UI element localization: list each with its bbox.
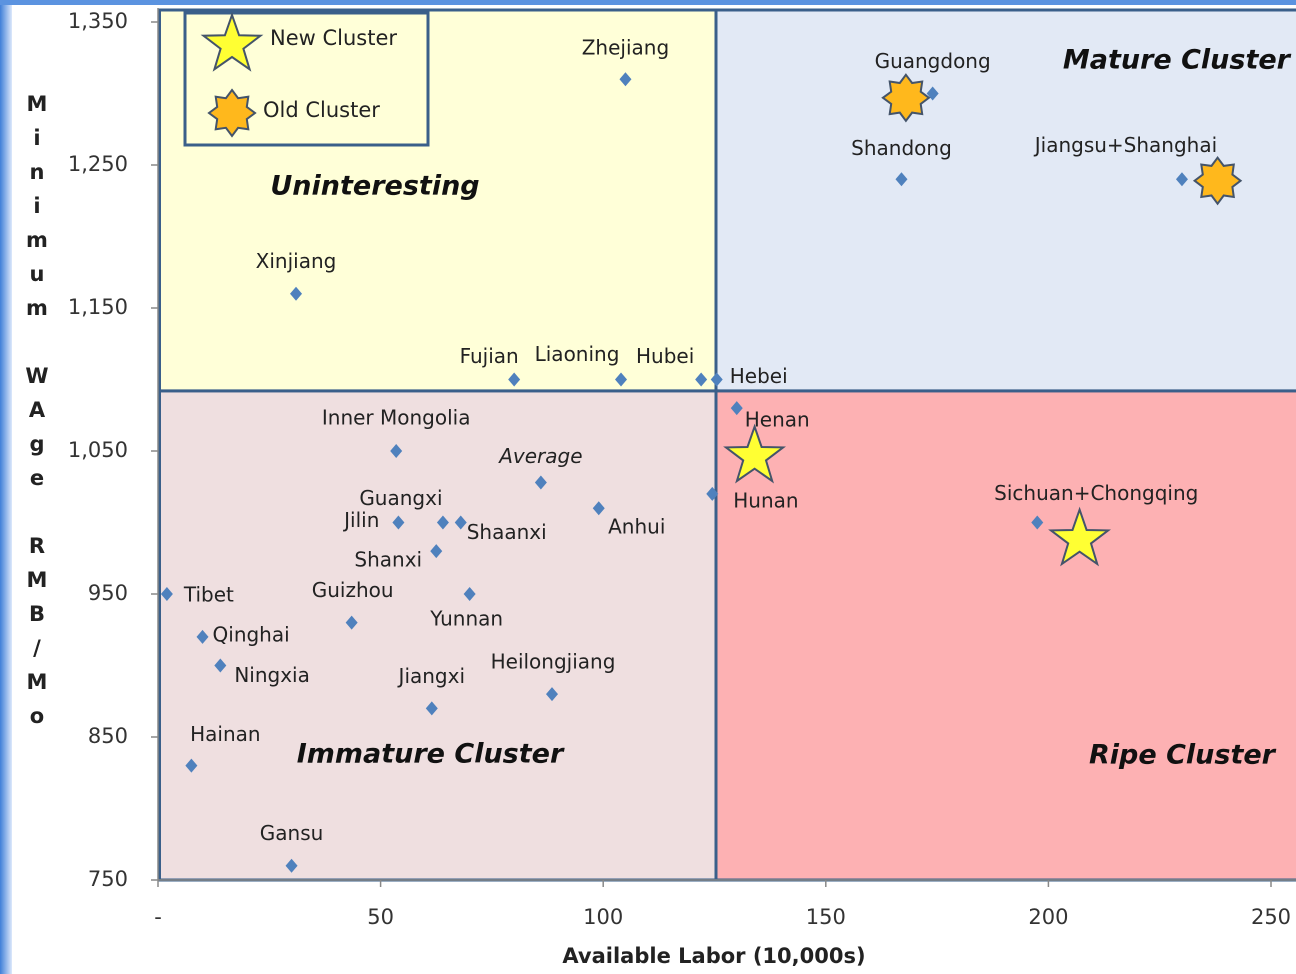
point [619,72,632,87]
point-label: Guangxi [359,486,442,510]
point [285,858,298,873]
legend-marker [200,11,264,72]
point [926,86,939,101]
quadrant-label: Immature Cluster [297,739,565,770]
point [730,401,743,416]
point-label: Inner Mongolia [322,406,471,430]
point-label: Jilin [342,508,379,532]
y-tick-label: 1,050 [68,438,128,462]
point-label: Average [497,444,582,468]
point [345,615,358,630]
point [185,758,198,773]
point [430,544,443,559]
point-label: Hainan [190,722,260,746]
y-tick-label: 1,350 [68,9,128,33]
legend-label: New Cluster [270,26,397,50]
point-label: Jiangxi [397,664,465,688]
point-label: Guizhou [312,578,394,602]
quadrant-label: Ripe Cluster [1089,740,1277,771]
point [425,701,438,716]
point [436,515,449,530]
point-label: Hubei [636,344,694,368]
point-label: Shaanxi [467,520,547,544]
point-label: Shanxi [354,548,422,572]
point [454,515,467,530]
cluster-marker [1192,156,1243,206]
point [214,658,227,673]
quadrant-label: Mature Cluster [1063,45,1292,76]
point [196,629,209,644]
point-label: Yunnan [429,607,503,631]
edge [0,0,12,974]
y-tick-label: 1,250 [68,152,128,176]
cluster-marker [881,73,931,123]
x-tick-label: 250 [1251,905,1291,929]
quadrant-label: Uninteresting [270,171,479,202]
point-label: Xinjiang [256,249,337,273]
y-tick-label: 850 [88,724,128,748]
edge [0,0,1296,5]
y-axis-label: Minimum WAge RMB/Mo [25,92,49,738]
point-label: Tibet [183,583,234,607]
quadrant [158,389,720,882]
point-label: Hebei [730,364,788,388]
legend-marker [207,88,257,138]
point-label: Liaoning [535,342,620,366]
point [592,501,605,516]
point [615,372,628,387]
x-tick-label: 100 [583,905,623,929]
point [895,172,908,187]
cluster-marker [1048,506,1111,567]
point-label: Sichuan+Chongqing [994,481,1198,505]
point-label: Fujian [460,344,519,368]
x-tick-label: 150 [806,905,846,929]
point [392,515,405,530]
y-tick-label: 750 [88,867,128,891]
point [390,444,403,458]
x-tick-label: - [154,905,162,929]
point-label: Qinghai [213,622,290,646]
x-axis-label: Available Labor (10,000s) [562,944,865,968]
x-tick-label: 50 [367,905,394,929]
point [160,587,173,601]
y-tick-label: 1,150 [68,295,128,319]
cluster-marker [723,423,786,484]
point [710,372,723,387]
y-tick-label: 950 [88,581,128,605]
point [508,372,521,387]
quadrant [714,389,1296,882]
point [1175,172,1188,187]
point-label: Gansu [260,821,324,845]
legend-label: Old Cluster [263,98,380,122]
point [546,687,559,702]
point-label: Hunan [733,488,798,512]
point-label: Ningxia [234,663,310,687]
point-label: Anhui [608,515,665,539]
x-tick-label: 200 [1028,905,1068,929]
point-label: Heilongjiang [491,650,616,674]
point [463,587,476,601]
legend [183,11,430,147]
point-label: Zhejiang [582,36,669,60]
point [695,372,708,387]
point [1031,515,1044,530]
point-label: Guangdong [875,49,991,73]
point [290,286,303,301]
point-label: Shandong [851,136,952,160]
point [706,486,719,501]
point [534,475,547,490]
point-label: Jiangsu+Shanghai [1033,133,1217,157]
